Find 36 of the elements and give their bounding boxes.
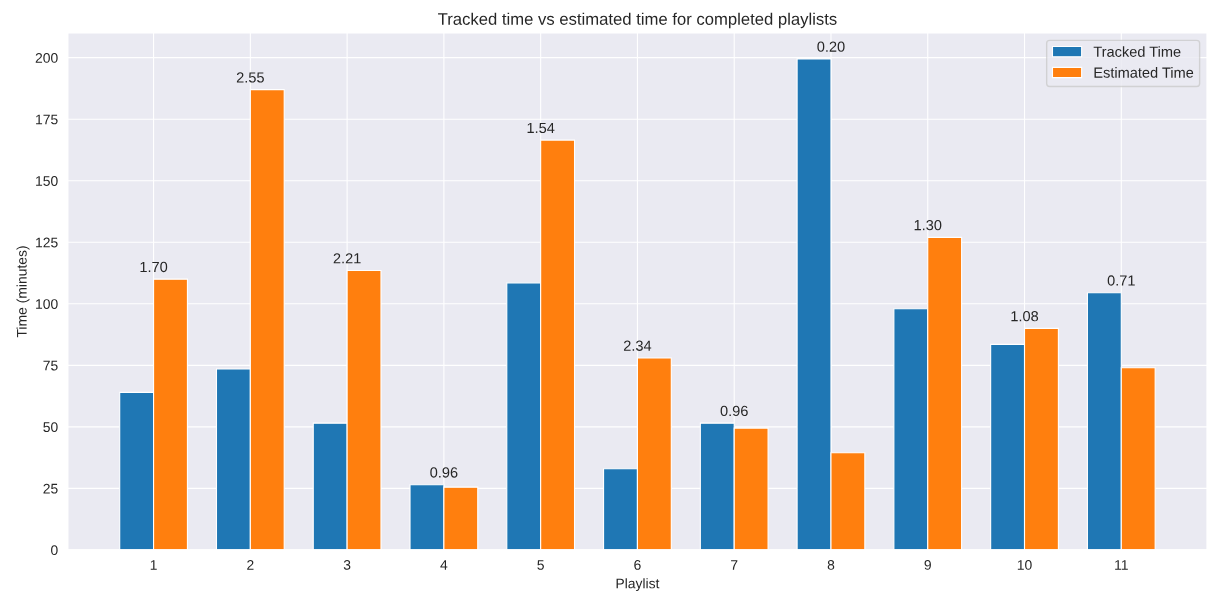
x-tick-label: 6 xyxy=(634,560,641,570)
annotation: 1.54 xyxy=(527,122,555,134)
x-tick-label: 2 xyxy=(247,560,254,570)
y-tick-label: 0 xyxy=(51,545,58,556)
y-tick-label: 125 xyxy=(36,237,58,248)
legend-label: Estimated Time xyxy=(1094,67,1194,78)
x-tick-label: 9 xyxy=(924,560,931,570)
y-axis-title: Time (minutes) xyxy=(16,246,30,338)
x-tick-label: 3 xyxy=(343,560,351,570)
x-tick-label: 8 xyxy=(827,560,835,570)
annotation: 2.55 xyxy=(236,72,264,83)
x-tick-label: 10 xyxy=(1017,560,1032,570)
x-tick-label: 1 xyxy=(150,560,157,570)
y-tick-label: 150 xyxy=(36,176,58,186)
annotation: 0.71 xyxy=(1107,275,1135,286)
legend-label: Tracked Time xyxy=(1093,46,1181,57)
annotation: 0.20 xyxy=(817,41,845,52)
y-tick-label: 175 xyxy=(36,114,58,125)
x-axis-title: Playlist xyxy=(616,578,660,592)
annotation: 1.30 xyxy=(914,219,942,231)
annotation: 1.70 xyxy=(140,261,168,273)
x-tick-label: 11 xyxy=(1115,560,1128,570)
y-tick-label: 200 xyxy=(35,53,58,63)
x-tick-label: 4 xyxy=(440,560,448,570)
annotation: 2.21 xyxy=(333,253,361,264)
x-tick-label: 7 xyxy=(731,560,738,570)
y-tick-label: 25 xyxy=(43,483,58,494)
annotation: 1.08 xyxy=(1011,311,1039,322)
y-tick-label: 50 xyxy=(43,422,58,433)
annotation: 0.96 xyxy=(720,405,748,417)
y-tick-label: 75 xyxy=(43,360,58,371)
annotation: 0.96 xyxy=(430,467,458,478)
annotation: 2.34 xyxy=(623,340,652,351)
y-tick-label: 100 xyxy=(36,299,58,309)
x-tick-label: 5 xyxy=(537,560,544,570)
chart-title: Tracked time vs estimated time for completed playlists xyxy=(438,12,837,29)
